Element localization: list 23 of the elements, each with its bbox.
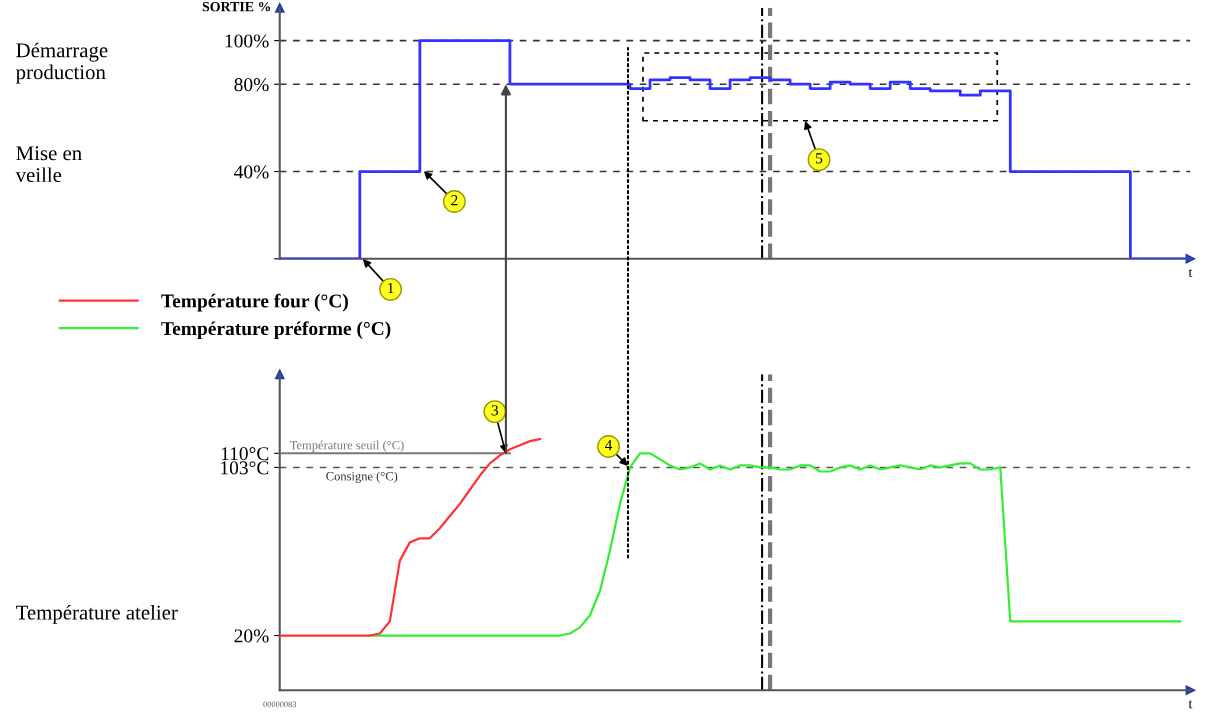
y-tick-label: 40% [234, 165, 269, 179]
y-tick-label: 110°C [221, 447, 269, 461]
x-axis-title: t [1188, 700, 1193, 709]
annotation: 5 [816, 153, 823, 164]
x-axis-title: t [1188, 268, 1193, 277]
series-label: Température seuil (°C) [289, 440, 404, 452]
legend-label: Température préforme (°C) [161, 321, 391, 340]
text: 00000083 [263, 701, 297, 708]
legend-label: Température four (°C) [161, 293, 348, 312]
y-tick-label: 100% [225, 34, 269, 48]
y-axis-title: SORTIE % [202, 1, 271, 12]
text: Température atelier [16, 604, 178, 624]
y-tick-label: 80% [234, 78, 269, 92]
text: 1 [388, 282, 394, 294]
y-tick-label: 103°C [221, 461, 269, 475]
annotation: 2 [451, 195, 458, 206]
annotation: 3 [491, 405, 499, 416]
annotation: 4 [605, 440, 613, 451]
line-series [279, 438, 542, 637]
text: Mise en veille [15, 146, 82, 183]
ref-line-label: Consigne (°C) [326, 471, 398, 483]
y-tick-label: 20% [234, 629, 269, 643]
text: Démarrage production [15, 42, 108, 84]
